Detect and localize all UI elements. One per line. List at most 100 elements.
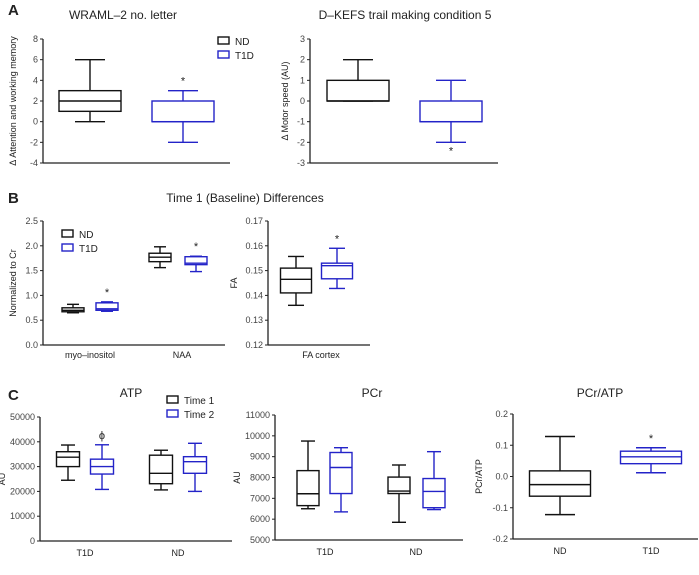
box-plot: [184, 255, 208, 273]
iqr-box: [422, 477, 446, 509]
y-tick-label: -2: [297, 137, 305, 147]
y-tick-label: 0.2: [495, 409, 508, 419]
y-tick-label: -2: [30, 137, 38, 147]
box-plot: [55, 444, 81, 481]
y-tick-label: 11000: [246, 410, 270, 420]
box-plot: [151, 89, 215, 144]
y-tick-label: 0: [30, 536, 35, 546]
legend-label: T1D: [79, 244, 98, 255]
y-tick-label: 0: [300, 96, 305, 106]
x-category-label: NAA: [173, 350, 192, 360]
box-plot: [422, 450, 446, 511]
legend-swatch: [61, 243, 74, 252]
legend-swatch: [166, 409, 179, 418]
y-axis-label: PCr/ATP: [474, 459, 484, 494]
significance-marker: *: [335, 233, 340, 245]
iqr-box: [419, 100, 483, 123]
box-plot: [58, 58, 122, 123]
y-tick-label: -0.2: [492, 534, 508, 544]
box-plot: [182, 442, 208, 493]
y-tick-label: 5000: [250, 535, 270, 545]
significance-marker: *: [105, 287, 110, 299]
y-tick-label: 6000: [250, 514, 270, 524]
y-axis-label: Δ Motor speed (AU): [280, 61, 290, 140]
y-tick-label: 0.12: [245, 340, 263, 350]
iqr-box: [182, 455, 208, 474]
chart-title: PCr: [362, 386, 383, 400]
chart-title: PCr/ATP: [577, 386, 623, 400]
panel-7: PCr/ATP 0.2 0.1 0.0 -0.1 -0.2 PCr/ATP ND T1D *: [474, 386, 698, 556]
iqr-box: [148, 454, 174, 485]
y-tick-label: -3: [297, 158, 305, 168]
significance-marker: *: [194, 241, 199, 253]
y-tick-label: 4: [33, 75, 38, 85]
y-tick-label: 0: [33, 117, 38, 127]
y-tick-label: 0.13: [245, 315, 263, 325]
x-category-label: T1D: [76, 548, 94, 558]
x-category-label: ND: [554, 546, 567, 556]
y-axis-label: Δ Attention and working memory: [8, 36, 18, 166]
x-category-label: T1D: [316, 547, 334, 557]
legend-swatch: [166, 395, 179, 404]
y-tick-label: 0.15: [245, 266, 263, 276]
iqr-box: [326, 79, 390, 102]
iqr-box: [184, 256, 208, 266]
box-plot: [61, 303, 85, 314]
y-tick-label: 2: [33, 96, 38, 106]
y-tick-label: 8: [33, 34, 38, 44]
y-tick-label: 1.0: [25, 290, 38, 300]
box-plot: [528, 435, 592, 516]
box-plot: [619, 447, 683, 474]
x-category-label: ND: [172, 548, 185, 558]
legend-label: Time 1: [184, 396, 215, 407]
y-tick-label: 0.16: [245, 241, 263, 251]
y-tick-label: -0.1: [492, 503, 508, 513]
y-tick-label: 1.5: [25, 266, 38, 276]
iqr-box: [95, 302, 119, 311]
panel-5: C ATP 50000 40000 30000 20000 10000 0 AU T1D ND Tim…: [0, 386, 232, 558]
legend-label: ND: [79, 230, 93, 241]
box-plot: [148, 246, 172, 269]
box-plot: [326, 58, 390, 102]
y-tick-label: 1: [300, 75, 305, 85]
y-tick-label: 20000: [10, 486, 35, 496]
y-tick-label: 0.0: [495, 472, 508, 482]
panel-4: 0.17 0.16 0.15 0.14 0.13 0.12 FA FA cortex *: [229, 216, 370, 360]
x-category-label: FA cortex: [302, 350, 340, 360]
box-plot: [296, 440, 320, 510]
y-tick-label: 3: [300, 34, 305, 44]
legend-label: ND: [235, 37, 249, 48]
y-tick-label: 10000: [245, 431, 270, 441]
significance-marker: *: [649, 433, 654, 445]
box-plot: [148, 449, 174, 491]
y-tick-label: 0.5: [25, 315, 38, 325]
legend-swatch: [217, 36, 230, 45]
y-tick-label: 0.1: [495, 440, 508, 450]
y-tick-label: 30000: [10, 462, 35, 472]
x-category-label: ND: [410, 547, 423, 557]
panel-2: D–KEFS trail making condition 5 3 2 1 0 -1 -2 -…: [280, 8, 498, 168]
y-axis-label: AU: [232, 471, 242, 484]
box-plot: [320, 247, 354, 290]
legend-swatch: [61, 229, 74, 238]
y-axis-label: AU: [0, 473, 7, 486]
panel-label: C: [8, 387, 19, 404]
box-plot: [419, 79, 483, 144]
box-plot: [279, 255, 313, 307]
panel-label: B: [8, 190, 19, 207]
y-tick-label: 7000: [250, 493, 270, 503]
y-tick-label: 2: [300, 55, 305, 65]
iqr-box: [320, 262, 354, 280]
legend-swatch: [217, 50, 230, 59]
box-plot: [329, 447, 353, 513]
significance-marker: ϕ: [99, 430, 105, 442]
panel-6: PCr 11000 10000 9000 8000 7000 6000 5000 AU T1D ND: [232, 386, 463, 557]
y-tick-label: -1: [297, 117, 305, 127]
y-axis-label: FA: [229, 277, 239, 288]
iqr-box: [151, 100, 215, 123]
box-plot: [95, 301, 119, 312]
y-tick-label: 0.17: [245, 216, 263, 226]
y-tick-label: 50000: [10, 412, 35, 422]
y-tick-label: 6: [33, 55, 38, 65]
